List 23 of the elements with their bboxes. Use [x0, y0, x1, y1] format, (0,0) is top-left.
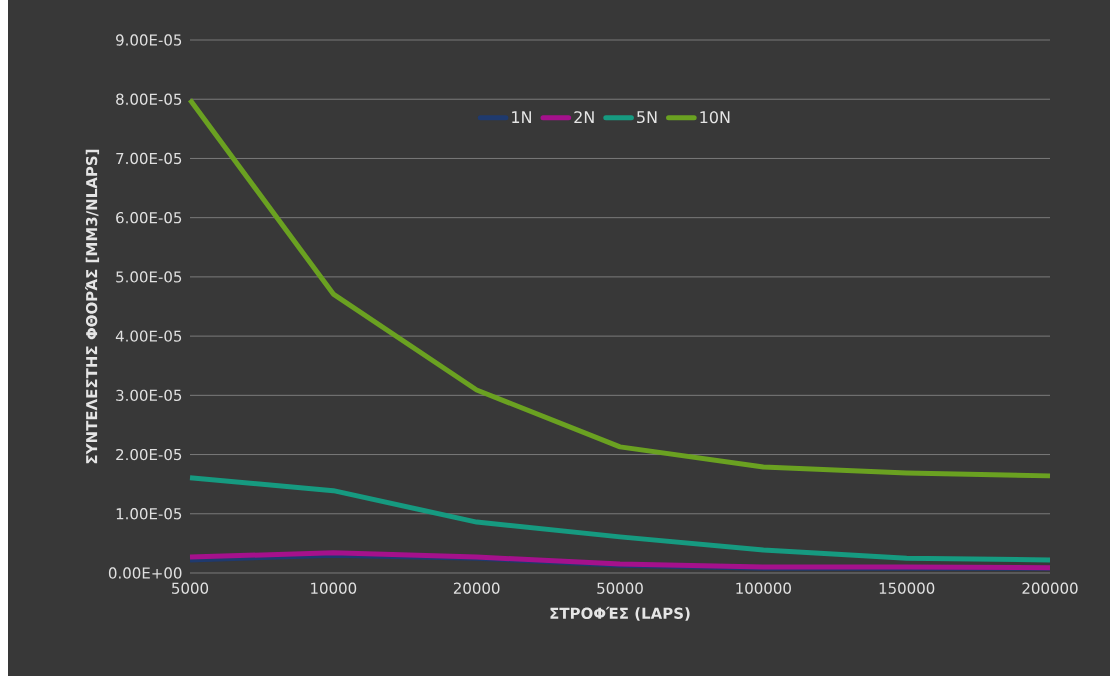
legend-label: 2N: [574, 111, 594, 124]
x-tick-label: 20000: [453, 582, 500, 594]
y-tick-label: 4.00E-05: [115, 330, 182, 342]
y-tick-label: 1.00E-05: [116, 508, 182, 520]
x-tick-label: 10000: [311, 582, 357, 594]
y-tick-label: 5.00E-05: [116, 271, 182, 283]
y-tick-label: 9.00E-05: [116, 34, 182, 46]
y-tick-label: 0.00E+00: [108, 567, 182, 579]
y-tick-label: 8.00E-05: [116, 93, 182, 105]
x-tick-label: 50000: [597, 582, 643, 594]
legend-label: 10N: [700, 111, 730, 124]
x-axis-title: ΣΤΡΟΦΈΣ (LAPS): [550, 606, 690, 621]
y-tick-label: 7.00E-05: [116, 152, 182, 165]
y-axis-title: ΣΥΝΤΕΛΕΣΤΗΣ ΦΘΟΡΆΣ [MM3/NLAPS]: [85, 149, 100, 464]
x-tick-label: 200000: [1022, 582, 1078, 594]
y-tick-label: 6.00E-05: [116, 212, 182, 224]
y-tick-label: 3.00E-05: [116, 389, 182, 402]
legend-label: 1N: [512, 111, 531, 123]
y-tick-label: 2.00E-05: [116, 448, 182, 461]
x-tick-label: 100000: [736, 582, 791, 594]
x-tick-label: 150000: [879, 582, 935, 594]
x-tick-label: 5000: [172, 582, 209, 594]
legend-label: 5N: [637, 111, 657, 124]
